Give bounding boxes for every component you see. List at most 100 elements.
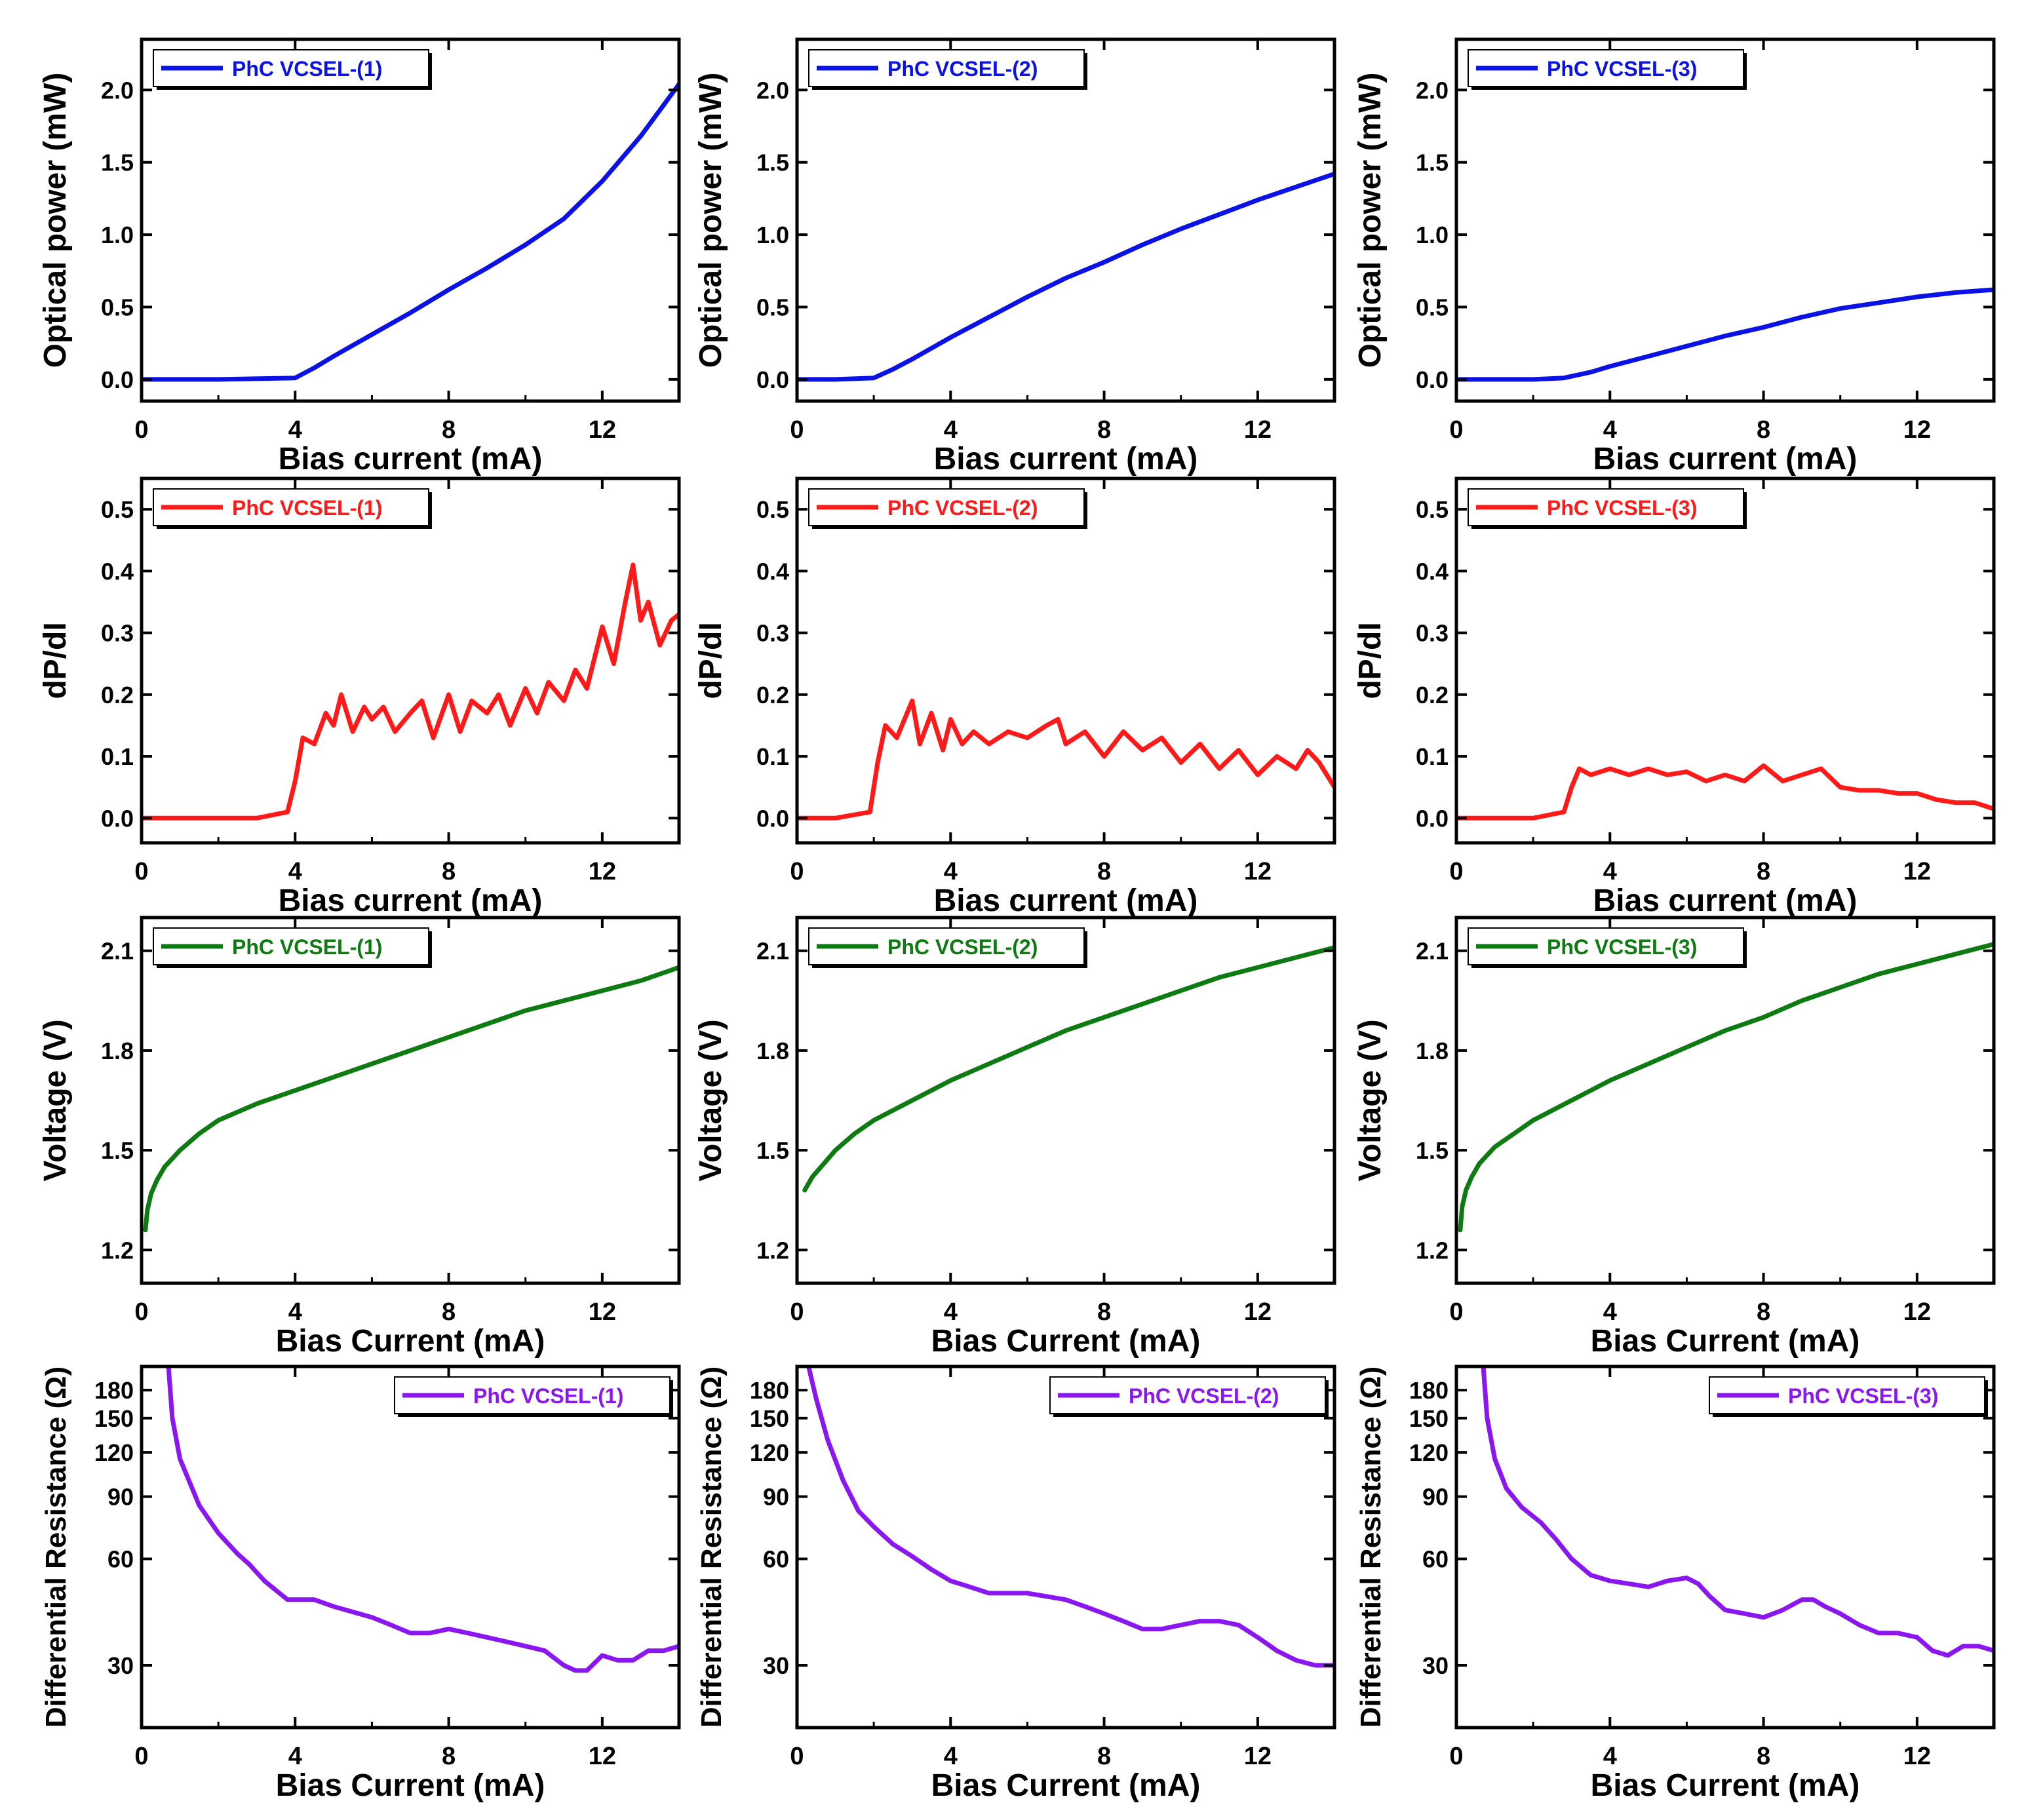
plot-frame bbox=[1454, 476, 1996, 845]
y-axis-label: Optical power (mW) bbox=[693, 73, 728, 368]
plot-frame bbox=[795, 476, 1336, 845]
x-tick-label: 8 bbox=[1757, 416, 1770, 444]
y-tick-label: 0.5 bbox=[1416, 496, 1449, 523]
panel-2-1: 0 4 8 12 0.0 0.1 0.2 0.3 0.4 0.5 Bias current (mA)… bbox=[38, 476, 681, 918]
x-tick-label: 4 bbox=[1603, 1298, 1617, 1326]
y-tick-label: 1.2 bbox=[756, 1237, 789, 1264]
y-tick-label: 30 bbox=[763, 1652, 789, 1679]
legend-label: PhC VCSEL-(1) bbox=[473, 1384, 623, 1408]
x-tick-label: 12 bbox=[1244, 1743, 1272, 1770]
legend-label: PhC VCSEL-(2) bbox=[887, 57, 1038, 81]
legend: PhC VCSEL-(1) bbox=[153, 927, 432, 968]
y-axis-label: Differential Resistance (Ω) bbox=[695, 1366, 728, 1728]
y-tick-label: 0.2 bbox=[756, 682, 789, 708]
plot-frame bbox=[140, 916, 681, 1285]
y-tick-label: 180 bbox=[1409, 1377, 1449, 1404]
x-tick-label: 8 bbox=[442, 1298, 456, 1326]
plot-frame bbox=[140, 37, 681, 403]
plot-frame bbox=[1454, 916, 1996, 1285]
y-tick-label: 0.4 bbox=[101, 558, 134, 585]
y-tick-label: 1.2 bbox=[101, 1237, 134, 1264]
y-tick-label: 0.0 bbox=[1416, 366, 1449, 393]
y-tick-label: 90 bbox=[107, 1484, 134, 1511]
y-tick-label: 180 bbox=[94, 1377, 134, 1404]
x-tick-label: 12 bbox=[1244, 1298, 1272, 1326]
legend: PhC VCSEL-(3) bbox=[1468, 488, 1747, 529]
y-tick-label: 0.5 bbox=[1416, 294, 1449, 320]
y-tick-label: 2.0 bbox=[1416, 77, 1449, 104]
x-axis-label: Bias Current (mA) bbox=[1591, 1768, 1860, 1803]
x-tick-label: 0 bbox=[790, 416, 804, 444]
legend: PhC VCSEL-(2) bbox=[808, 49, 1087, 90]
x-tick-label: 4 bbox=[288, 1743, 302, 1770]
y-tick-label: 0.0 bbox=[756, 805, 789, 832]
x-tick-label: 8 bbox=[1757, 1743, 1770, 1770]
x-tick-label: 0 bbox=[134, 858, 148, 885]
x-tick-label: 8 bbox=[442, 1743, 456, 1770]
x-tick-label: 8 bbox=[442, 858, 456, 885]
y-tick-label: 0.5 bbox=[101, 294, 134, 320]
y-tick-label: 60 bbox=[107, 1546, 134, 1573]
y-tick-label: 1.8 bbox=[101, 1037, 134, 1064]
plot-frame bbox=[1454, 37, 1996, 403]
y-tick-label: 2.1 bbox=[756, 938, 789, 965]
plot-frame bbox=[795, 1365, 1336, 1730]
x-tick-label: 4 bbox=[288, 1298, 302, 1326]
x-tick-label: 8 bbox=[1097, 416, 1111, 444]
y-tick-label: 0.1 bbox=[1416, 743, 1449, 770]
y-axis-label: Optical power (mW) bbox=[1353, 73, 1388, 368]
y-axis-label: Voltage (V) bbox=[38, 1019, 73, 1181]
y-tick-label: 0.4 bbox=[1416, 558, 1449, 585]
x-axis-label: Bias current (mA) bbox=[279, 442, 543, 476]
x-tick-label: 0 bbox=[1449, 1298, 1463, 1326]
plot-frame bbox=[140, 476, 681, 845]
y-tick-label: 180 bbox=[750, 1377, 789, 1404]
x-tick-label: 12 bbox=[1244, 858, 1272, 885]
x-tick-label: 8 bbox=[1097, 858, 1111, 885]
x-tick-label: 12 bbox=[1903, 1298, 1931, 1326]
x-axis-label: Bias current (mA) bbox=[279, 883, 543, 918]
y-axis-label: dP/dI bbox=[693, 622, 728, 699]
y-tick-label: 1.8 bbox=[756, 1037, 789, 1064]
x-tick-label: 4 bbox=[288, 416, 302, 444]
y-tick-label: 0.0 bbox=[101, 366, 134, 393]
x-tick-label: 12 bbox=[589, 1743, 616, 1770]
panel-1-3: 0 4 8 12 0.0 0.5 1.0 1.5 2.0 Bias current (mA) Opt… bbox=[1353, 37, 1996, 476]
panel-3-1: 0 4 8 12 1.2 1.5 1.8 2.1 Bias Current (mA) Voltag… bbox=[38, 916, 681, 1359]
y-tick-label: 0.5 bbox=[756, 496, 789, 523]
panel-1-2: 0 4 8 12 0.0 0.5 1.0 1.5 2.0 Bias current (mA) Opt… bbox=[693, 37, 1336, 476]
series-line-1 bbox=[142, 81, 679, 382]
plot-frame bbox=[140, 1365, 681, 1730]
y-tick-label: 120 bbox=[750, 1439, 789, 1466]
x-axis-label: Bias Current (mA) bbox=[276, 1768, 545, 1803]
y-tick-label: 30 bbox=[1422, 1652, 1449, 1679]
y-tick-label: 0.5 bbox=[756, 294, 789, 320]
y-tick-label: 1.5 bbox=[101, 1137, 134, 1164]
y-tick-label: 1.0 bbox=[756, 222, 789, 248]
x-tick-label: 0 bbox=[1449, 858, 1463, 885]
series-line-1 bbox=[1481, 1366, 1994, 1658]
y-tick-label: 0.3 bbox=[101, 620, 134, 647]
y-axis-label: Differential Resistance (Ω) bbox=[40, 1366, 72, 1728]
x-tick-label: 8 bbox=[1757, 1298, 1770, 1326]
x-tick-label: 4 bbox=[288, 858, 302, 885]
y-tick-label: 0.0 bbox=[101, 805, 134, 832]
y-tick-label: 1.5 bbox=[101, 149, 134, 176]
panel-1-1: 0 4 8 12 0.0 0.5 1.0 1.5 2.0 Bias current (mA) Opt… bbox=[38, 37, 681, 476]
series-line-1 bbox=[797, 698, 1334, 821]
legend-label: PhC VCSEL-(3) bbox=[1788, 1384, 1938, 1408]
x-axis-label: Bias Current (mA) bbox=[931, 1768, 1201, 1803]
series-line-1 bbox=[142, 562, 679, 821]
y-axis-label: dP/dI bbox=[38, 622, 73, 699]
legend: PhC VCSEL-(3) bbox=[1468, 49, 1747, 90]
plot-frame bbox=[795, 37, 1336, 403]
legend: PhC VCSEL-(1) bbox=[153, 49, 432, 90]
y-tick-label: 1.5 bbox=[1416, 149, 1449, 176]
y-tick-label: 0.0 bbox=[756, 366, 789, 393]
legend: PhC VCSEL-(2) bbox=[1049, 1376, 1329, 1417]
y-tick-label: 150 bbox=[1409, 1405, 1449, 1432]
y-tick-label: 90 bbox=[763, 1484, 789, 1511]
legend: PhC VCSEL-(3) bbox=[1468, 927, 1747, 968]
y-tick-label: 2.1 bbox=[1416, 938, 1449, 965]
